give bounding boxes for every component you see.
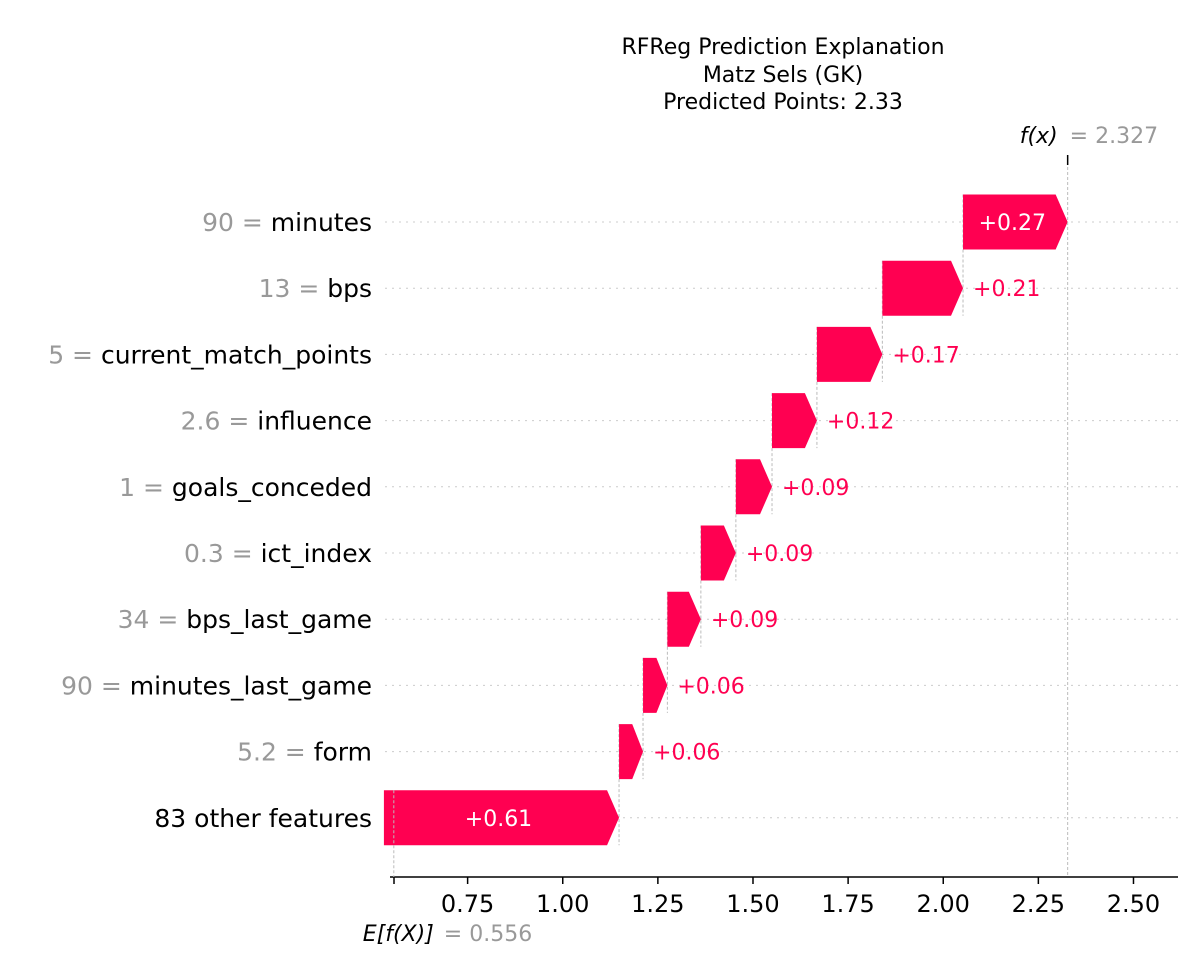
feature-label: 90 = minutes — [202, 208, 372, 237]
base-value-text: = 0.556 — [444, 922, 532, 947]
contribution-bar — [643, 657, 668, 713]
chart-title: RFReg Prediction Explanation Matz Sels (… — [621, 35, 944, 115]
value-markers: f(x) = 2.327 E[f(X)] = 0.556 — [363, 124, 1158, 947]
feature-label: 13 = bps — [259, 274, 372, 303]
feature-value: 2.6 = — [181, 407, 258, 436]
contribution-label: +0.61 — [465, 807, 532, 832]
output-value-label: f(x) — [1020, 124, 1058, 149]
feature-value: 90 = — [61, 671, 130, 700]
feature-label: 5.2 = form — [237, 738, 372, 767]
contribution-bar — [667, 591, 701, 647]
row-gridlines — [385, 221, 1178, 819]
x-axis: 0.75 1.00 1.25 1.50 1.75 2.00 2.25 2.50 — [390, 876, 1178, 918]
contribution-bar — [735, 459, 773, 515]
feature-label: 83 other features — [154, 804, 372, 833]
feature-label: 0.3 = ict_index — [184, 539, 372, 568]
contribution-bar — [619, 724, 644, 780]
feature-name: minutes_last_game — [130, 671, 372, 700]
feature-name: influence — [257, 407, 372, 436]
contribution-label: +0.27 — [979, 211, 1046, 236]
feature-value: 34 = — [118, 605, 187, 634]
feature-name: bps — [327, 274, 372, 303]
base-value-label: E[f(X)] — [363, 922, 434, 947]
feature-value: 5 = — [48, 340, 101, 369]
feature-label: 1 = goals_conceded — [119, 473, 372, 502]
title-line-3: Predicted Points: 2.33 — [663, 90, 903, 115]
feature-name: 83 other features — [154, 804, 372, 833]
feature-name: goals_conceded — [172, 473, 372, 502]
contribution-label: +0.09 — [782, 476, 849, 501]
output-value-text: = 2.327 — [1070, 124, 1158, 149]
title-line-1: RFReg Prediction Explanation — [621, 35, 944, 60]
feature-label: 34 = bps_last_game — [118, 605, 372, 634]
feature-name: bps_last_game — [186, 605, 372, 634]
feature-name: minutes — [271, 208, 372, 237]
contribution-bars — [383, 194, 1068, 846]
x-tick-label: 1.00 — [536, 890, 589, 918]
x-tick-label: 2.25 — [1012, 890, 1065, 918]
contribution-label: +0.12 — [827, 410, 894, 435]
x-tick-label: 2.00 — [917, 890, 970, 918]
contribution-labels: +0.27 +0.21 +0.17 +0.12 +0.09 +0.09 +0.09 +0.06… — [465, 211, 1046, 832]
feature-label: 2.6 = influence — [181, 407, 372, 436]
contribution-bar — [963, 194, 1068, 250]
contribution-bar — [700, 525, 736, 581]
x-tick-label: 1.25 — [631, 890, 684, 918]
contribution-label: +0.06 — [677, 674, 744, 699]
feature-label: 90 = minutes_last_game — [61, 671, 372, 700]
feature-value: 5.2 = — [237, 738, 314, 767]
contribution-label: +0.17 — [892, 343, 959, 368]
title-line-2: Matz Sels (GK) — [703, 63, 863, 88]
feature-value: 1 = — [119, 473, 172, 502]
contribution-label: +0.09 — [711, 608, 778, 633]
feature-value: 13 = — [259, 274, 328, 303]
feature-value: 90 = — [202, 208, 271, 237]
contribution-bar — [383, 790, 620, 846]
contribution-bar — [772, 393, 817, 449]
x-tick-label: 2.50 — [1107, 890, 1160, 918]
contribution-label: +0.09 — [746, 542, 813, 567]
feature-labels: 90 = minutes 13 = bps 5 = current_match_po… — [48, 208, 372, 833]
x-tick-label: 0.75 — [441, 890, 494, 918]
feature-name: ict_index — [261, 539, 372, 568]
contribution-label: +0.21 — [973, 277, 1040, 302]
x-tick-label: 1.75 — [821, 890, 874, 918]
feature-name: current_match_points — [101, 340, 372, 369]
contribution-bar — [816, 326, 883, 382]
contribution-bar — [882, 260, 964, 316]
contribution-label: +0.06 — [653, 741, 720, 766]
feature-label: 5 = current_match_points — [48, 340, 372, 369]
feature-value: 0.3 = — [184, 539, 261, 568]
x-tick-label: 1.50 — [726, 890, 779, 918]
feature-name: form — [314, 738, 372, 767]
